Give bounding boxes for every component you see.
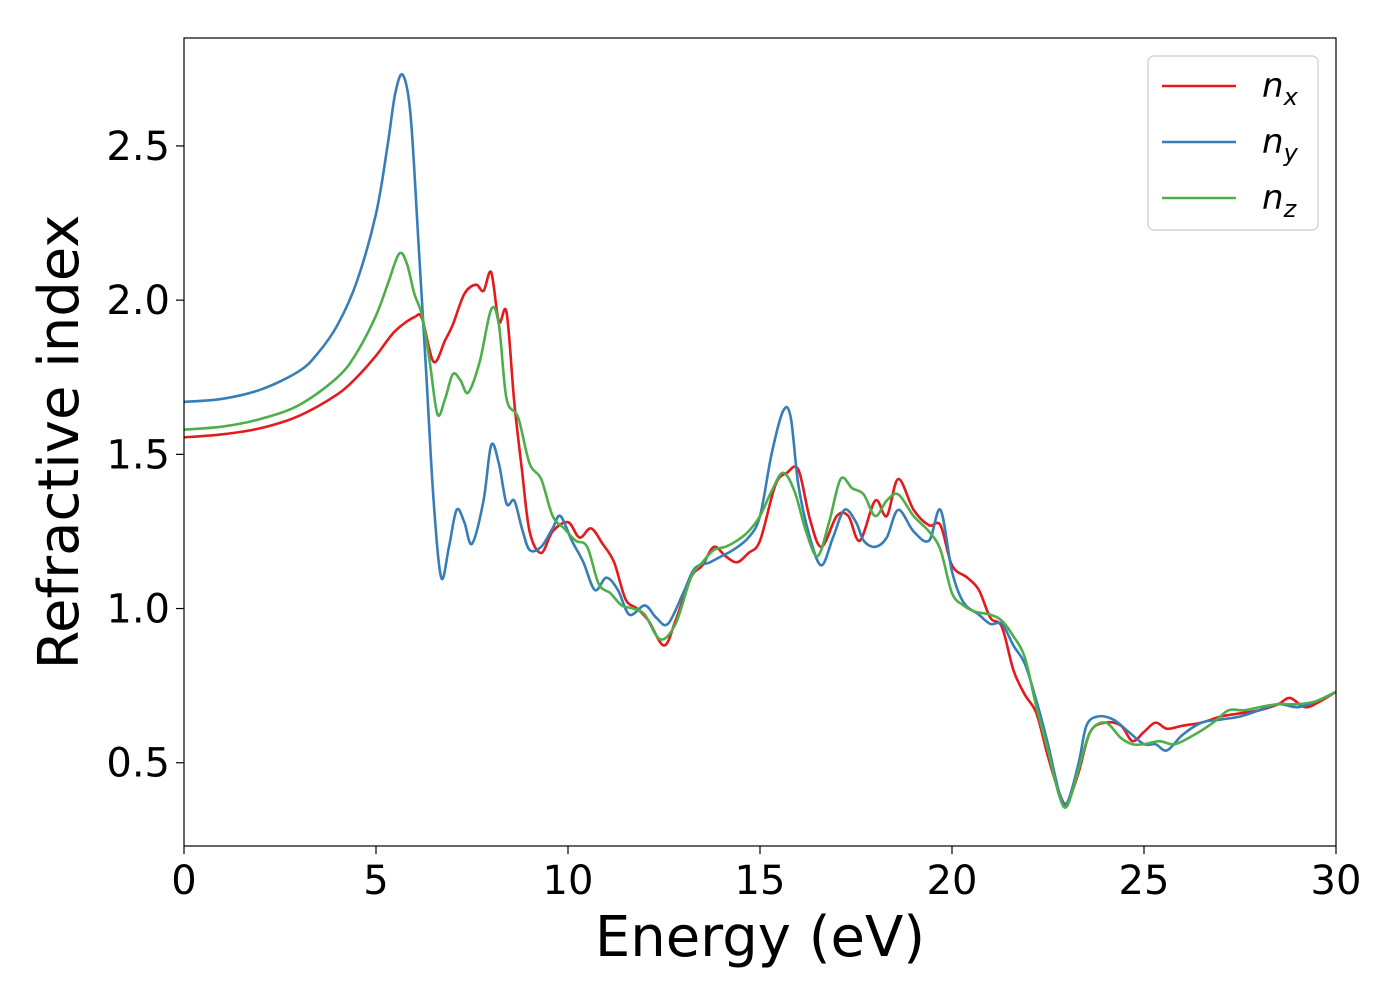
y-tick-label: 1.0 [106, 587, 170, 633]
x-tick-label: 5 [363, 858, 388, 904]
x-axis: 0 5 10 15 20 25 30 [171, 846, 1361, 904]
y-tick-label: 1.5 [106, 432, 170, 478]
x-tick-label: 0 [171, 858, 196, 904]
x-tick-label: 20 [927, 858, 978, 904]
x-tick-label: 25 [1119, 858, 1170, 904]
y-tick-label: 2.5 [106, 124, 170, 170]
legend-label-nx: nx [1262, 66, 1299, 111]
legend-label-nz: nz [1262, 178, 1298, 223]
x-tick-label: 15 [735, 858, 786, 904]
legend-label-subscript: y [1283, 139, 1299, 167]
legend-label-ny: ny [1262, 122, 1299, 167]
legend-label-subscript: x [1283, 83, 1299, 111]
legend-label-base: n [1262, 66, 1284, 106]
y-axis: 0.5 1.0 1.5 2.0 2.5 [106, 124, 184, 787]
y-tick-label: 0.5 [106, 741, 170, 787]
y-axis-title: Refractive index [27, 215, 92, 670]
legend-label-base: n [1262, 122, 1284, 162]
x-axis-title: Energy (eV) [595, 905, 925, 970]
series-line-nz [184, 251, 1336, 810]
x-tick-label: 30 [1311, 858, 1362, 904]
y-tick-label: 2.0 [106, 278, 170, 324]
legend-label-subscript: z [1283, 195, 1298, 223]
series-line-ny [184, 72, 1336, 807]
x-tick-label: 10 [543, 858, 594, 904]
series-layer [184, 72, 1336, 810]
legend-label-base: n [1262, 178, 1284, 218]
